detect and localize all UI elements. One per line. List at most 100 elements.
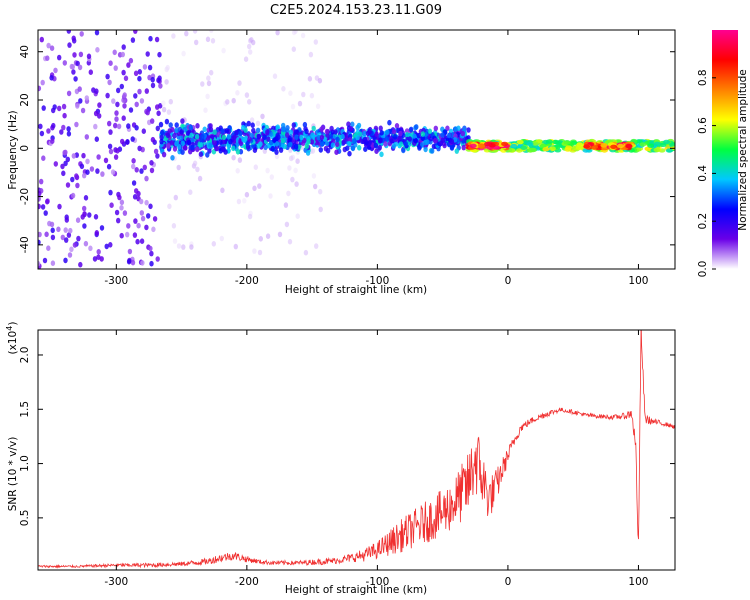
snr-y-label: SNR (10 * v/v) (7, 437, 19, 512)
spectrogram-cell (647, 143, 655, 148)
spectrogram-cell (206, 80, 212, 87)
spectrogram-cell (108, 148, 114, 155)
spectrogram-cell (272, 137, 277, 143)
spectrogram-cell (520, 145, 528, 150)
spectrogram-cell (289, 155, 294, 162)
spectrogram-cell (84, 95, 90, 101)
spectrogram-cell (248, 49, 253, 55)
spectrogram-cell (57, 203, 62, 210)
spectrogram-cell (204, 24, 208, 30)
spectrogram-cell (340, 133, 345, 140)
spectrogram-cell (142, 164, 147, 171)
spectrogram-cell (515, 148, 523, 153)
spectrogram-cell (210, 38, 216, 44)
spectrogram-cell (153, 148, 159, 155)
spectrogram-cell (56, 226, 61, 233)
spectrogram-cell (460, 130, 465, 137)
spectrogram-cell (155, 153, 160, 159)
spectrogram-cell (237, 157, 243, 163)
spectrogram-cell (516, 139, 524, 145)
spectrogram-y-ticks: -40 -20 0 20 40 (19, 45, 675, 253)
spectrogram-cell (95, 168, 100, 174)
spectrogram-y-tick-label: 40 (19, 45, 31, 58)
spectrogram-cell (653, 141, 661, 146)
spectrogram-cell (293, 143, 299, 150)
spectrogram-cell (53, 161, 58, 167)
spectrogram-cell (134, 125, 139, 131)
spectrogram-cell (106, 163, 112, 170)
spectrogram-cell (195, 146, 200, 153)
spectrogram-cell (288, 141, 293, 148)
spectrogram-cell (285, 128, 290, 134)
spectrogram-cell (92, 256, 98, 262)
spectrogram-cell (135, 238, 140, 245)
spectrogram-cell (244, 92, 250, 98)
spectrogram-cell (152, 216, 158, 222)
spectrogram-cell (409, 126, 414, 133)
spectrogram-cell (63, 227, 68, 233)
spectrogram-cell (147, 64, 153, 71)
spectrogram-cell (155, 256, 160, 262)
spectrogram-cell (121, 115, 126, 121)
snr-x-label: Height of straight line (km) (285, 584, 427, 596)
spectrogram-cell (274, 149, 279, 155)
spectrogram-cell (310, 148, 316, 154)
spectrogram-cell (241, 124, 246, 131)
spectrogram-y-label: Frequency (Hz) (7, 110, 19, 189)
spectrogram-cell (189, 132, 194, 139)
spectrogram-cell (208, 126, 214, 133)
spectrogram-cell (247, 99, 252, 105)
spectrogram-cell (38, 260, 41, 267)
spectrogram-cell (161, 100, 166, 106)
spectrogram-cell (134, 101, 139, 108)
spectrogram-cell (286, 190, 291, 197)
spectrogram-cell (63, 237, 69, 243)
spectrogram-cell (57, 54, 62, 61)
spectrogram-cell (232, 134, 237, 140)
spectrogram-cell (38, 196, 41, 202)
spectrogram-x-tick-label: 0 (505, 275, 512, 287)
spectrogram-cell (226, 133, 232, 140)
spectrogram-cell (305, 150, 311, 156)
spectrogram-cell (300, 32, 306, 39)
spectrogram-cell (384, 136, 389, 142)
spectrogram-cell (255, 127, 261, 134)
spectrogram-cell (281, 126, 286, 133)
spectrogram-cell (257, 249, 263, 256)
spectrogram-cell (265, 233, 271, 239)
spectrogram-cell (205, 36, 211, 43)
spectrogram-cell (75, 217, 81, 223)
spectrogram-cell (212, 140, 217, 146)
spectrogram-cell (207, 148, 212, 154)
spectrogram-cell (347, 141, 352, 147)
spectrogram-cell (288, 90, 293, 96)
spectrogram-cell (403, 141, 408, 147)
spectrogram-cell (420, 142, 425, 148)
spectrogram-cell (356, 122, 362, 129)
spectrogram-cell (362, 130, 367, 137)
spectrogram-cell (272, 73, 278, 79)
spectrogram-cell (252, 147, 258, 153)
spectrogram-cell (413, 137, 418, 144)
spectrogram-cell (258, 141, 263, 147)
spectrogram-cell (307, 76, 313, 82)
spectrogram-cell (212, 129, 217, 135)
spectrogram-cell (133, 218, 138, 224)
spectrogram-cell (563, 140, 571, 145)
spectrogram-cell (324, 140, 330, 147)
spectrogram-cell (100, 171, 105, 177)
spectrogram-cell (208, 142, 213, 148)
spectrogram-cell (71, 69, 76, 75)
spectrogram-cell (174, 122, 179, 128)
spectrogram-cell (119, 205, 124, 211)
spectrogram-cell (39, 178, 44, 185)
spectrogram-cell (247, 213, 253, 220)
spectrogram-cell (110, 169, 116, 175)
spectrogram-cell (120, 51, 126, 58)
spectrogram-cell (137, 69, 142, 75)
spectrogram-cell (529, 147, 537, 153)
spectrogram-cell (290, 103, 296, 110)
spectrogram-cell (46, 245, 51, 251)
spectrogram-cell (378, 125, 383, 132)
spectrogram-cell (145, 109, 150, 116)
